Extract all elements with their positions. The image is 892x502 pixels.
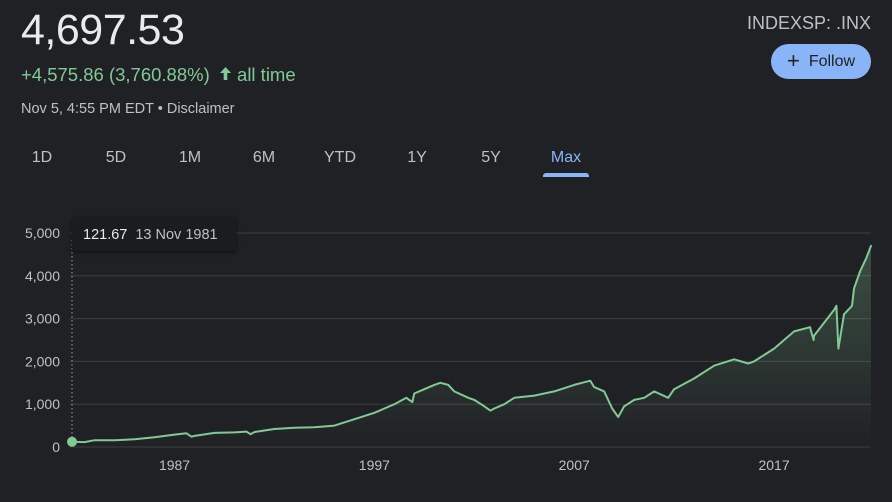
hover-point	[67, 436, 77, 447]
y-tick-label: 3,000	[25, 311, 60, 327]
y-tick-label: 2,000	[25, 353, 60, 369]
quote-meta: Nov 5, 4:55 PM EDT • Disclaimer	[21, 101, 235, 117]
quote-timestamp: Nov 5, 4:55 PM EDT	[21, 101, 154, 117]
chart-tooltip: 121.67 13 Nov 1981	[72, 218, 236, 251]
price-change: +4,575.86 (3,760.88%) all time	[21, 64, 296, 86]
disclaimer-link[interactable]: Disclaimer	[166, 101, 235, 117]
arrow-up-icon	[219, 64, 232, 86]
tab-1y[interactable]: 1Y	[407, 149, 427, 166]
tab-ytd[interactable]: YTD	[324, 149, 356, 166]
tab-5d[interactable]: 5D	[105, 149, 127, 166]
ticker-symbol: INDEXSP: .INX	[746, 13, 871, 33]
series-line	[71, 244, 872, 444]
x-tick-label: 1987	[159, 457, 190, 473]
y-tick-label: 5,000	[25, 225, 60, 241]
price-value: 4,697.53	[21, 6, 185, 54]
follow-label: Follow	[808, 52, 856, 70]
tooltip-date: 13 Nov 1981	[135, 226, 218, 243]
tab-5y[interactable]: 5Y	[481, 149, 501, 166]
change-period: all time	[237, 64, 296, 85]
x-tick-label: 2017	[758, 457, 789, 473]
x-tick-label: 1997	[359, 457, 390, 473]
series-area	[72, 245, 871, 447]
follow-button[interactable]: + Follow	[771, 44, 871, 79]
y-tick-label: 0	[52, 439, 60, 455]
tab-6m[interactable]: 6M	[252, 149, 276, 166]
meta-separator: •	[157, 101, 163, 117]
tooltip-value: 121.67	[83, 226, 128, 243]
tab-1m[interactable]: 1M	[178, 149, 202, 166]
x-tick-label: 2007	[559, 457, 590, 473]
tab-1d[interactable]: 1D	[31, 149, 53, 166]
range-tabs: 1D 5D 1M 6M YTD 1Y 5Y Max	[0, 146, 892, 186]
tab-max[interactable]: Max	[550, 149, 582, 166]
plus-icon: +	[786, 47, 800, 73]
y-tick-label: 4,000	[25, 268, 60, 284]
active-tab-indicator	[543, 173, 589, 177]
change-amount: +4,575.86 (3,760.88%)	[21, 64, 210, 85]
y-tick-label: 1,000	[25, 396, 60, 412]
